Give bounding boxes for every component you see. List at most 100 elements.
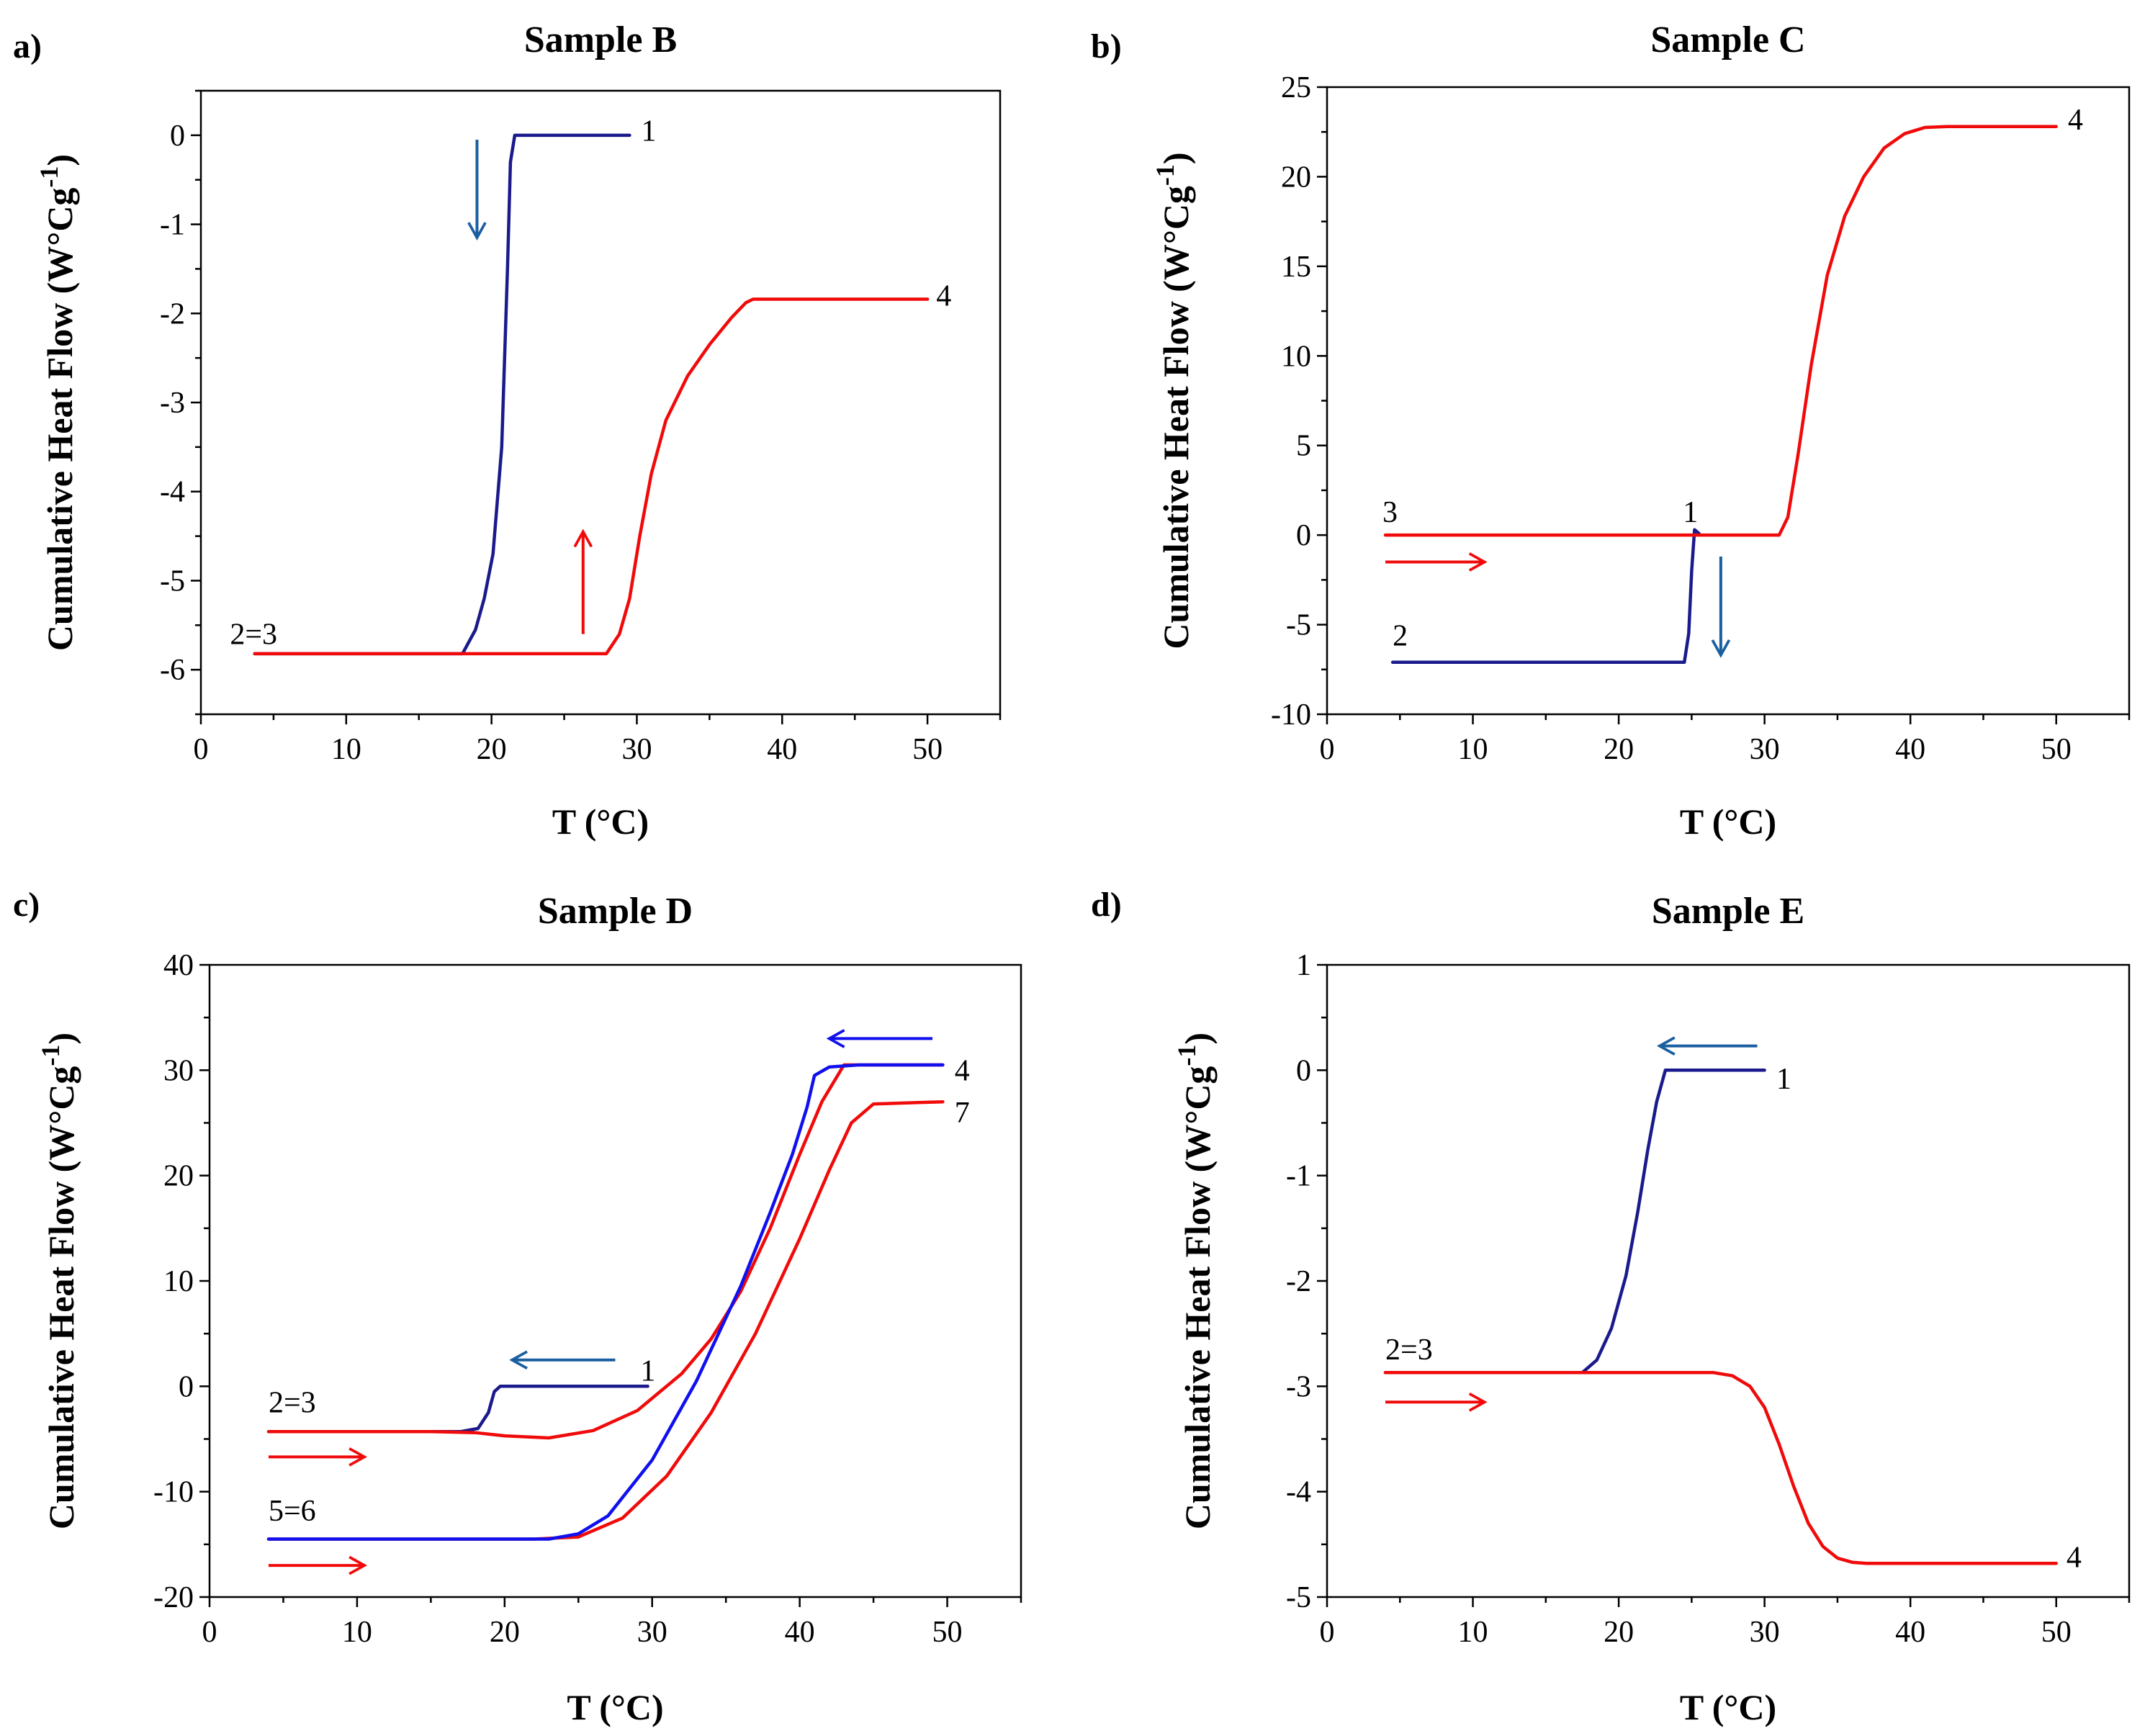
curve-label: 5=6 <box>269 1495 316 1528</box>
x-axis-title: T (°C) <box>552 801 649 842</box>
chart-title: Sample E <box>1652 891 1804 932</box>
series-line-3 <box>266 1099 945 1541</box>
x-tick-label: 0 <box>194 733 209 766</box>
chart-title: Sample D <box>538 891 693 932</box>
panel-label: c) <box>13 886 40 924</box>
panel-label: a) <box>13 27 42 66</box>
y-tick-label: -2 <box>160 297 185 330</box>
x-tick-label: 10 <box>331 733 361 766</box>
plot-frame <box>1326 86 2131 716</box>
panel-label: d) <box>1091 886 1122 924</box>
x-tick-label: 40 <box>767 733 797 766</box>
plot-frame <box>208 963 1022 1598</box>
y-axis-title-close: ) <box>40 154 80 166</box>
y-tick-label: -10 <box>153 1476 194 1509</box>
y-tick-label: 25 <box>1281 71 1311 104</box>
curve-label: 1 <box>1776 1063 1791 1096</box>
curve-label: 4 <box>2068 104 2083 137</box>
chart-title: Sample C <box>1650 19 1805 60</box>
y-axis-title-exponent: -1 <box>35 166 63 188</box>
curve-label: 2=3 <box>230 619 277 652</box>
x-tick-label: 0 <box>1320 1616 1335 1649</box>
x-tick-label: 50 <box>912 733 943 766</box>
y-tick-label: -3 <box>160 387 185 420</box>
curve-label: 4 <box>936 280 951 313</box>
series-line-2 <box>266 1063 945 1440</box>
y-axis-title: Cumulative Heat Flow (W°Cg-1) <box>1172 1033 1218 1529</box>
y-axis-title-exponent: -1 <box>1151 164 1179 186</box>
y-tick-label: 10 <box>163 1265 194 1298</box>
y-tick-label: -4 <box>160 476 185 509</box>
x-tick-label: 0 <box>1320 733 1335 766</box>
x-tick-label: 50 <box>932 1616 963 1649</box>
y-tick-label: 20 <box>1281 161 1311 194</box>
y-tick-label: -4 <box>1286 1476 1311 1509</box>
x-tick-label: 10 <box>342 1616 372 1649</box>
y-axis-title: Cumulative Heat Flow (W°Cg-1) <box>1151 152 1196 649</box>
y-tick-label: 0 <box>170 120 185 153</box>
x-tick-label: 40 <box>1895 733 1925 766</box>
y-tick-label: -2 <box>1286 1265 1311 1298</box>
series-line-1 <box>1383 1069 1766 1375</box>
x-tick-label: 10 <box>1458 733 1488 766</box>
y-axis-title-exponent: -1 <box>1172 1045 1201 1066</box>
series-line-2 <box>1383 125 2058 537</box>
panel-1: a) Sample B 0 10 20 30 40 50 0 -1 -2 -3 -4 -5 -6 T (°C)… <box>13 19 1002 842</box>
curve-label: 2=3 <box>1385 1334 1433 1367</box>
y-tick-label: 20 <box>163 1160 194 1193</box>
series-line-4 <box>266 1063 945 1541</box>
x-tick-label: 40 <box>785 1616 815 1649</box>
series-line-1 <box>1390 528 1701 665</box>
y-tick-label: 15 <box>1281 251 1311 284</box>
x-tick-label: 10 <box>1458 1616 1488 1649</box>
y-axis-title-close: ) <box>41 1033 81 1045</box>
y-tick-label: 0 <box>1296 519 1311 552</box>
y-axis-title-main: Cumulative Heat Flow (W°Cg <box>1156 186 1196 649</box>
curve-label: 4 <box>955 1054 970 1087</box>
x-tick-label: 30 <box>621 733 652 766</box>
y-tick-label: 10 <box>1281 340 1311 373</box>
y-tick-label: -5 <box>1286 1581 1311 1614</box>
y-tick-label: -10 <box>1271 698 1311 732</box>
y-tick-label: -1 <box>1286 1160 1311 1193</box>
y-axis-title-close: ) <box>1177 1033 1218 1045</box>
y-axis-title-main: Cumulative Heat Flow (W°Cg <box>40 188 80 652</box>
x-tick-label: 50 <box>2041 1616 2072 1649</box>
x-tick-label: 30 <box>637 1616 667 1649</box>
y-axis-title-main: Cumulative Heat Flow (W°Cg <box>41 1066 81 1530</box>
y-axis-title-close: ) <box>1156 152 1196 164</box>
curve-label: 7 <box>955 1097 970 1130</box>
panel-3: c) Sample D 0 10 20 30 40 50 40 30 20 10 0 -10 -20 T (°… <box>13 886 1022 1727</box>
y-tick-label: -1 <box>160 209 185 242</box>
x-axis-title: T (°C) <box>1680 1687 1776 1727</box>
curve-label: 1 <box>1683 496 1698 529</box>
x-axis-title: T (°C) <box>567 1687 663 1727</box>
curve-label: 2 <box>1393 620 1408 653</box>
y-tick-label: -6 <box>160 654 185 687</box>
curve-label: 3 <box>1382 496 1398 529</box>
curve-label: 4 <box>2067 1541 2082 1574</box>
curve-label: 1 <box>640 1354 655 1388</box>
y-tick-label: -3 <box>1286 1370 1311 1403</box>
series-line-1 <box>266 1385 649 1434</box>
series-line-1 <box>253 133 631 656</box>
panel-label: b) <box>1091 27 1122 66</box>
series-line-2 <box>253 297 930 656</box>
x-tick-label: 0 <box>202 1616 217 1649</box>
x-axis-title: T (°C) <box>1680 801 1776 842</box>
y-tick-label: -20 <box>153 1581 194 1614</box>
x-tick-label: 30 <box>1750 733 1780 766</box>
y-axis-title: Cumulative Heat Flow (W°Cg-1) <box>35 154 80 651</box>
chart-title: Sample B <box>524 19 677 60</box>
y-axis-title: Cumulative Heat Flow (W°Cg-1) <box>36 1033 81 1529</box>
x-tick-label: 20 <box>477 733 507 766</box>
x-tick-label: 30 <box>1750 1616 1780 1649</box>
plot-frame <box>1326 963 2131 1598</box>
y-tick-label: 5 <box>1296 430 1311 463</box>
x-tick-label: 20 <box>490 1616 520 1649</box>
y-tick-label: 40 <box>163 949 194 982</box>
y-tick-label: -5 <box>160 565 185 598</box>
plot-frame <box>199 89 1002 716</box>
y-tick-label: 1 <box>1296 949 1311 982</box>
